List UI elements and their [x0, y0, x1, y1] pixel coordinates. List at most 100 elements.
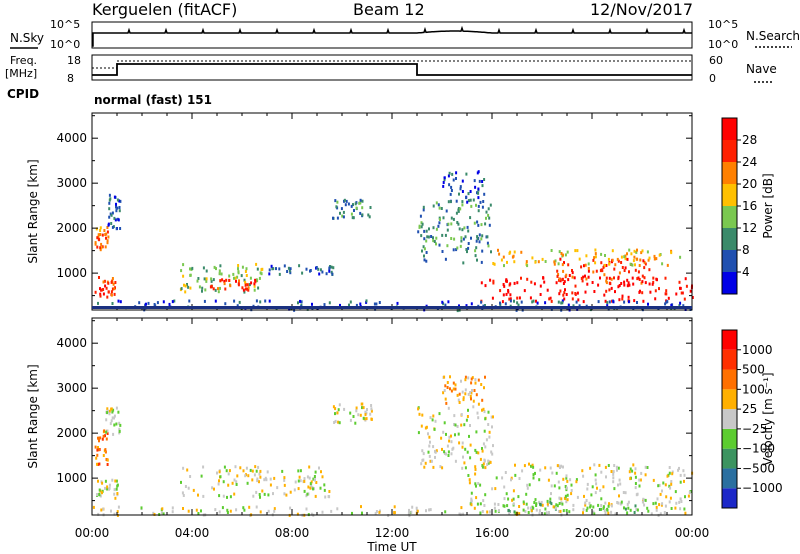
velocity-cell — [450, 440, 453, 444]
power-cell — [452, 248, 455, 252]
power-cell — [361, 199, 364, 203]
power-cell — [608, 262, 611, 266]
velocity-cell — [105, 430, 108, 434]
power-cell — [633, 255, 636, 259]
velocity-cell — [327, 495, 330, 498]
velocity-cell — [638, 478, 641, 482]
velocity-cell — [460, 379, 462, 383]
velocity-cell — [586, 482, 589, 486]
velocity-cell — [451, 447, 454, 451]
velocity-cell — [556, 504, 559, 508]
power-cell — [664, 276, 667, 280]
velocity-cell — [569, 478, 572, 482]
velocity-cell — [425, 509, 427, 513]
velocity-cell — [242, 469, 245, 473]
power-cell — [577, 298, 580, 302]
velocity-cell — [299, 479, 302, 483]
power-cell — [443, 178, 446, 182]
velocity-cell — [428, 454, 431, 458]
power-cell — [652, 276, 655, 280]
velocity-cell — [530, 464, 532, 468]
power-cell — [492, 262, 495, 265]
power-cell — [608, 288, 611, 292]
velocity-cell — [440, 436, 443, 440]
velocity-cell — [521, 469, 524, 473]
velocity-cell — [333, 421, 336, 424]
power-cell — [531, 256, 534, 260]
velocity-cell — [116, 483, 119, 487]
velocity-cell — [354, 421, 357, 425]
power-cell — [203, 299, 206, 303]
power-cell — [655, 277, 658, 281]
velocity-cell — [558, 510, 561, 513]
velocity-cell — [453, 423, 456, 426]
power-cell — [467, 192, 470, 196]
power-cell — [253, 284, 256, 288]
velocity-colorbar-label: −1000 — [742, 481, 783, 495]
power-cell — [305, 267, 308, 271]
velocity-cell — [539, 503, 542, 507]
velocity-cell — [269, 477, 272, 481]
power-cell — [461, 203, 464, 207]
velocity-frame — [91, 317, 693, 516]
velocity-cell — [467, 392, 470, 396]
power-cell — [641, 274, 644, 278]
power-cell — [550, 307, 553, 311]
power-cell — [559, 279, 562, 283]
velocity-cell — [669, 496, 672, 500]
velocity-cell — [626, 502, 629, 506]
velocity-cell — [486, 510, 489, 514]
power-cell — [423, 254, 425, 258]
velocity-cell — [493, 506, 496, 510]
velocity-cell — [320, 470, 322, 474]
power-cell — [477, 187, 480, 191]
velocity-cell — [479, 457, 482, 461]
velocity-cell — [658, 503, 661, 507]
velocity-cell — [464, 388, 467, 392]
velocity-cell — [273, 476, 276, 480]
power-cell — [180, 269, 183, 273]
power-cell — [637, 276, 640, 280]
velocity-cell — [447, 454, 450, 457]
velocity-cell — [555, 471, 558, 475]
velocity-cell — [588, 501, 591, 505]
velocity-cell — [443, 375, 446, 379]
velocity-cell — [589, 505, 592, 509]
power-cell — [465, 172, 468, 176]
velocity-cell — [461, 445, 464, 449]
velocity-cell — [487, 459, 490, 463]
time-axis-label: 12:00 — [375, 526, 410, 540]
power-cell — [224, 302, 227, 306]
power-cell — [623, 283, 626, 287]
velocity-cell — [258, 493, 261, 496]
power-cell — [684, 277, 687, 281]
power-cell — [107, 222, 110, 226]
power-cell — [432, 236, 434, 240]
power-cell — [607, 257, 610, 261]
power-cell — [464, 235, 467, 239]
velocity-cell — [530, 509, 533, 513]
velocity-cell — [538, 509, 541, 513]
power-cell — [352, 203, 354, 207]
velocity-cell — [104, 434, 106, 438]
velocity-cell — [491, 425, 493, 429]
velocity-cell — [289, 490, 292, 494]
time-axis-label: 00:00 — [675, 526, 710, 540]
power-cell — [561, 278, 564, 282]
power-cell — [574, 249, 577, 253]
power-cell — [484, 222, 487, 226]
power-cell — [196, 279, 199, 283]
velocity-cell — [480, 383, 483, 386]
power-cell — [423, 247, 426, 251]
velocity-cell — [283, 492, 286, 496]
velocity-cell — [646, 466, 649, 469]
velocity-cell — [97, 446, 99, 449]
velocity-cell — [559, 466, 561, 469]
power-cell — [605, 264, 608, 267]
velocity-cell — [448, 439, 451, 443]
velocity-cell — [104, 486, 106, 490]
power-cell — [642, 299, 645, 303]
velocity-cell — [243, 508, 246, 512]
velocity-cell — [582, 511, 584, 515]
power-cell — [513, 299, 515, 303]
